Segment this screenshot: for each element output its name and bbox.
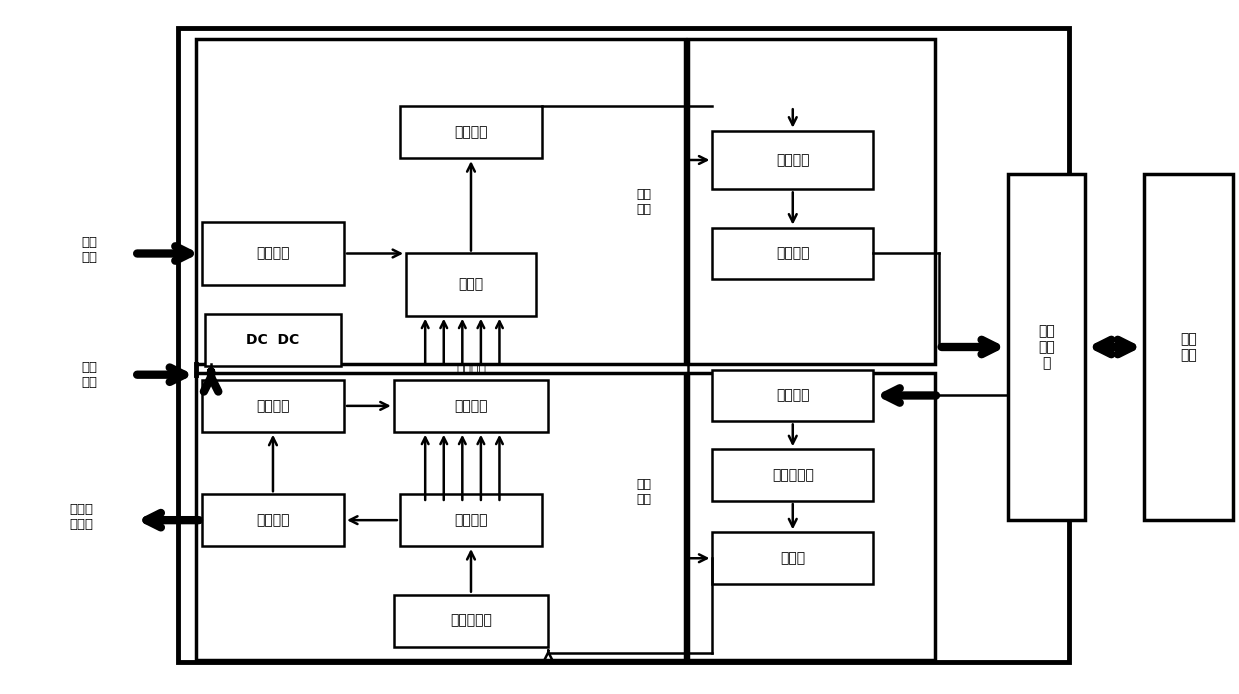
- Text: 功率放大: 功率放大: [776, 153, 809, 167]
- Bar: [712, 369, 873, 421]
- Text: 低噪声放大: 低噪声放大: [772, 468, 814, 482]
- Bar: [1009, 174, 1085, 520]
- Bar: [196, 39, 685, 364]
- Text: 搜导
引头: 搜导 引头: [82, 236, 98, 264]
- Bar: [712, 532, 873, 584]
- Text: 输出滤波: 输出滤波: [455, 126, 488, 139]
- Bar: [196, 373, 685, 660]
- Text: 滤波限幅: 滤波限幅: [776, 389, 809, 403]
- Bar: [688, 39, 935, 364]
- Bar: [202, 222, 344, 285]
- Bar: [712, 130, 873, 189]
- Text: 功率
控制: 功率 控制: [637, 187, 652, 216]
- Text: 收发
双工
器: 收发 双工 器: [1038, 324, 1054, 370]
- Text: 收发
天线: 收发 天线: [1181, 332, 1197, 362]
- Bar: [1145, 174, 1233, 520]
- Text: 信道译码: 信道译码: [256, 513, 290, 527]
- Text: 视频调制: 视频调制: [256, 246, 290, 260]
- Text: 频率
控制: 频率 控制: [637, 478, 652, 507]
- Text: DC  DC: DC DC: [247, 333, 300, 347]
- Bar: [688, 373, 935, 660]
- Bar: [712, 449, 873, 501]
- Bar: [712, 228, 873, 280]
- Text: 下变频: 下变频: [781, 551, 805, 565]
- Bar: [202, 494, 344, 546]
- Text: 上变频: 上变频: [458, 278, 483, 291]
- Text: 输出滤波: 输出滤波: [776, 246, 809, 260]
- Bar: [400, 106, 543, 158]
- Text: 电压转换: 电压转换: [455, 399, 488, 413]
- Bar: [406, 253, 536, 316]
- Bar: [400, 494, 543, 546]
- Text: 系统
电源: 系统 电源: [82, 361, 98, 389]
- Bar: [204, 314, 341, 366]
- Text: 解扩解调: 解扩解调: [455, 513, 488, 527]
- Bar: [202, 380, 344, 432]
- Bar: [394, 595, 549, 647]
- Text: 数字下变频: 数字下变频: [450, 613, 492, 627]
- Text: 频率控制: 频率控制: [456, 363, 486, 375]
- Text: 遥控提取: 遥控提取: [256, 399, 290, 413]
- Text: 接弹上
计算机: 接弹上 计算机: [69, 502, 93, 531]
- Bar: [394, 380, 549, 432]
- Bar: [177, 28, 1069, 662]
